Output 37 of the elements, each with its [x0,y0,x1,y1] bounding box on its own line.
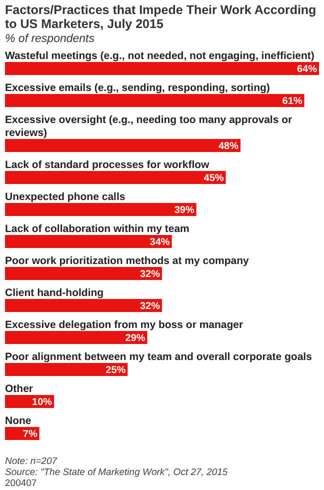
y-tick-label: Client hand-holding [5,287,104,299]
data-label: 29% [125,333,146,344]
y-tick-label: Poor alignment between my team and overall corporate goals [5,351,312,363]
data-label: 25% [106,365,126,376]
bar [5,267,162,280]
y-tick-label: Other [5,383,34,395]
source-note: Source: "The State of Marketing Work", Oct 27, 2015 [5,467,228,478]
bar [5,299,162,312]
data-label: 10% [32,397,52,408]
y-tick-label: Excessive delegation from my boss or manager [5,319,244,331]
bar [5,331,148,344]
chart-subtitle: % of respondents [5,33,95,45]
y-tick-label: Wasteful meetings (e.g., not needed, not engaging, inefficient) [5,50,314,62]
data-label: 39% [174,205,194,216]
y-tick-label: Excessive emails (e.g., sending, responding, sorting) [5,82,270,94]
y-tick-label: None [5,415,32,427]
bar [5,203,196,216]
y-tick-label: Poor work prioritization methods at my company [5,255,250,267]
y-tick-label: Lack of standard processes for workflow [5,159,210,171]
bar [5,139,240,152]
data-label: 48% [218,141,239,152]
data-label: 7% [22,429,38,440]
text: 200407 [5,478,37,489]
data-label: 61% [282,96,302,107]
data-label: 34% [150,237,170,248]
bar [5,235,172,248]
data-label: 32% [140,269,160,280]
y-tick-label: Unexpected phone calls [5,191,126,203]
text: Note: n=207 [5,456,58,467]
data-label: 32% [140,301,160,312]
bar [5,171,226,184]
data-label: 45% [204,173,224,184]
y-tick-label: Excessive oversight (e.g., needing too many approvals or reviews) [5,114,292,139]
y-tick-label: Lack of collaboration within my team [5,223,190,235]
bar [5,363,128,376]
data-label: 64% [296,64,318,75]
chart-title: Factors/Practices that Impede Their Work According to US Marketers, July 2015 [5,3,316,31]
